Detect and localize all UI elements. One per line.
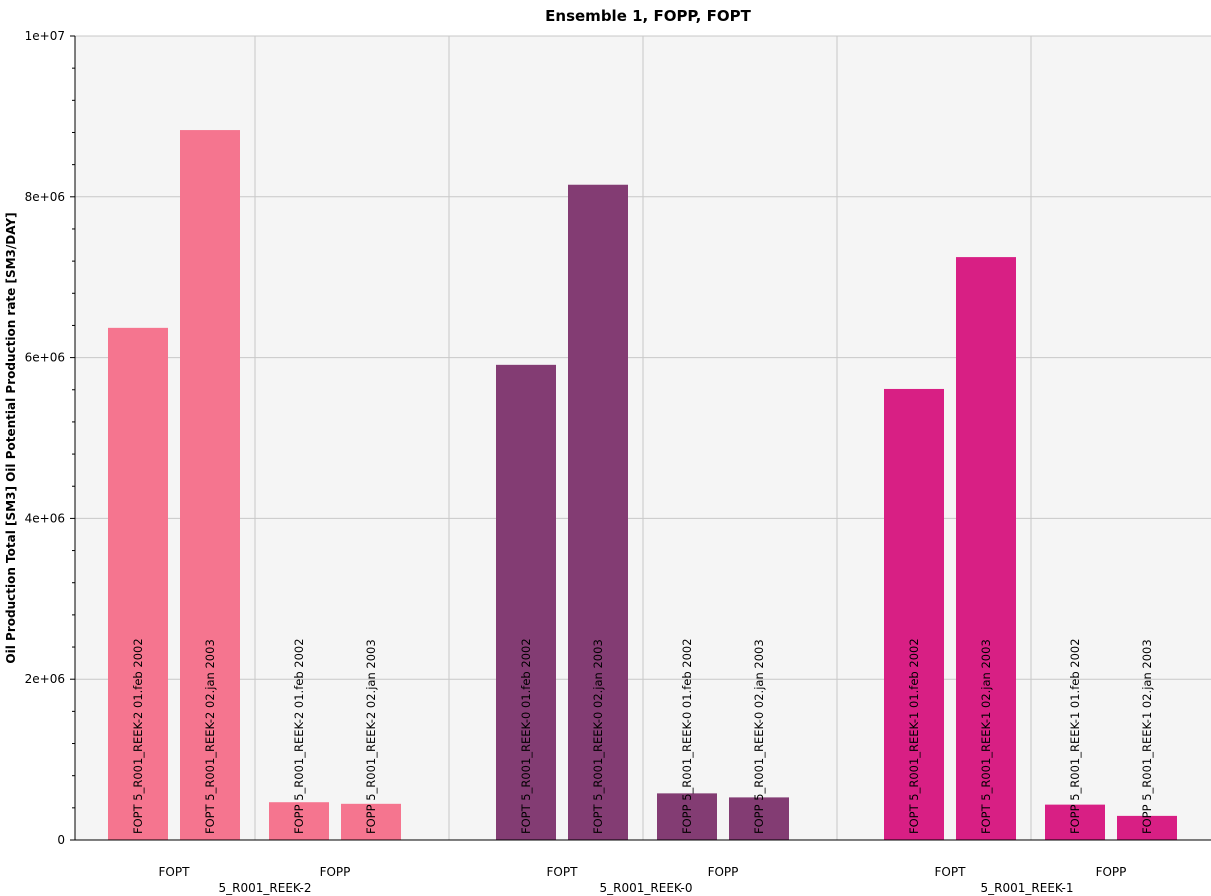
x-group-label: 5_R001_REEK-0 <box>600 881 693 895</box>
bar-label: FOPT 5_R001_REEK-2 01.feb 2002 <box>131 638 145 834</box>
bar-label: FOPT 5_R001_REEK-0 01.feb 2002 <box>519 638 533 834</box>
y-tick-label: 8e+06 <box>25 190 65 204</box>
y-tick-label: 1e+07 <box>25 29 65 43</box>
bar-label: FOPP 5_R001_REEK-2 01.feb 2002 <box>292 638 306 834</box>
bar <box>180 130 240 840</box>
x-subcategory-label: FOPP <box>320 865 351 879</box>
y-tick-label: 2e+06 <box>25 672 65 686</box>
bar <box>496 364 556 840</box>
bar <box>1045 804 1105 840</box>
x-subcategory-label: FOPT <box>547 865 579 879</box>
y-axis-label: Oil Production Total [SM3] Oil Potential… <box>4 212 18 663</box>
bar-label: FOPT 5_R001_REEK-1 02.jan 2003 <box>979 639 993 834</box>
axes <box>70 35 1211 841</box>
bar <box>108 327 168 840</box>
x-group-label: 5_R001_REEK-2 <box>219 881 312 895</box>
bar <box>269 802 329 840</box>
bar-label: FOPP 5_R001_REEK-1 02.jan 2003 <box>1140 639 1154 834</box>
y-tick-label: 4e+06 <box>25 511 65 525</box>
x-subcategory-label: FOPT <box>935 865 967 879</box>
y-tick-label: 0 <box>57 833 65 847</box>
bar <box>568 184 628 841</box>
labels: 0 2e+06 4e+06 6e+06 8e+06 1e+07 FOPT 5_R001_RE… <box>25 29 1154 895</box>
bar <box>956 257 1016 841</box>
chart-title: Ensemble 1, FOPP, FOPT <box>545 7 751 25</box>
bar-label: FOPT 5_R001_REEK-0 02.jan 2003 <box>591 639 605 834</box>
bar-label: FOPP 5_R001_REEK-0 01.feb 2002 <box>680 638 694 834</box>
grid-lines <box>75 35 1211 840</box>
bar <box>657 793 717 840</box>
y-tick-label: 6e+06 <box>25 351 65 365</box>
x-subcategory-label: FOPP <box>708 865 739 879</box>
x-subcategory-label: FOPP <box>1096 865 1127 879</box>
bar <box>729 797 789 840</box>
bar-label: FOPP 5_R001_REEK-2 02.jan 2003 <box>364 639 378 834</box>
bar <box>1117 815 1177 840</box>
bar-label: FOPP 5_R001_REEK-1 01.feb 2002 <box>1068 638 1082 834</box>
x-group-label: 5_R001_REEK-1 <box>981 881 1074 895</box>
bar-label: FOPT 5_R001_REEK-2 02.jan 2003 <box>203 639 217 834</box>
bar-label: FOPT 5_R001_REEK-1 01.feb 2002 <box>907 638 921 834</box>
x-subcategory-label: FOPT <box>159 865 191 879</box>
bar <box>884 388 944 840</box>
bar-label: FOPP 5_R001_REEK-0 02.jan 2003 <box>752 639 766 834</box>
bar <box>341 803 401 840</box>
bars <box>108 130 1177 841</box>
